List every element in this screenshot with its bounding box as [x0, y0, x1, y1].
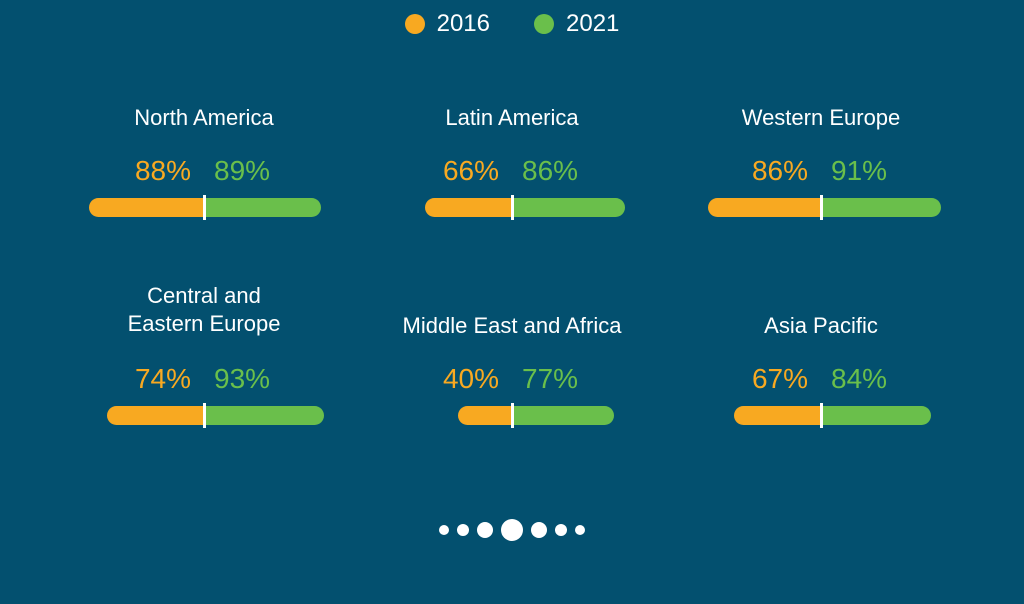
legend-item-2016: 2016 [404, 10, 490, 38]
comparison-bar [425, 195, 625, 220]
percent-labels: 67% 84% [661, 362, 981, 396]
percent-labels: 88% 89% [44, 154, 364, 188]
value-label-2021: 93% [214, 363, 271, 394]
legend-label-2021: 2021 [566, 10, 620, 37]
bar-divider [511, 195, 514, 220]
pager-dot[interactable] [439, 525, 449, 535]
value-label-2021: 91% [831, 155, 888, 186]
bar-2016 [734, 406, 821, 425]
region-name: Middle East and Africa [402, 313, 622, 338]
value-label-2016: 40% [442, 363, 499, 394]
bar-2021 [204, 198, 321, 217]
bar-2021 [821, 406, 931, 425]
carousel-pager [0, 510, 1024, 550]
pager-dot[interactable] [531, 522, 547, 538]
bar-2016 [458, 406, 512, 425]
value-label-2016: 67% [751, 363, 808, 394]
percent-labels: 40% 77% [352, 362, 672, 396]
percent-labels: 86% 91% [661, 154, 981, 188]
region-name: Latin America [445, 105, 579, 130]
value-label-2016: 88% [134, 155, 191, 186]
region-name: Western Europe [741, 105, 901, 130]
bar-2016 [89, 198, 204, 217]
region-panel: Central and Eastern Europe 74% 93% [44, 283, 364, 448]
bar-divider [203, 403, 206, 428]
region-panel: Asia Pacific 67% 84% [661, 308, 981, 448]
comparison-bar [458, 403, 614, 428]
region-name: Asia Pacific [764, 313, 878, 338]
value-label-2021: 84% [831, 363, 888, 394]
pager-dot[interactable] [555, 524, 567, 536]
value-label-2016: 74% [134, 363, 191, 394]
comparison-bar [89, 195, 321, 220]
region-panel: Western Europe 86% 91% [661, 100, 981, 240]
bar-divider [820, 195, 823, 220]
region-panel: Middle East and Africa 40% 77% [352, 308, 672, 448]
bar-2016 [708, 198, 821, 217]
legend-label-2016: 2016 [436, 10, 490, 37]
pager-dot-active[interactable] [501, 519, 523, 541]
comparison-bar [107, 403, 324, 428]
bar-divider [203, 195, 206, 220]
pager-dot[interactable] [575, 525, 585, 535]
value-label-2016: 86% [751, 155, 808, 186]
bar-2016 [425, 198, 512, 217]
region-panel: North America 88% 89% [44, 100, 364, 240]
bar-2021 [512, 198, 625, 217]
legend-item-2021: 2021 [534, 10, 619, 38]
pager-dot[interactable] [477, 522, 493, 538]
bar-2021 [204, 406, 324, 425]
chart-legend: 2016 2021 [0, 8, 1024, 40]
bar-divider [820, 403, 823, 428]
comparison-bar [708, 195, 941, 220]
region-name: North America [134, 105, 274, 130]
bar-divider [511, 403, 514, 428]
pager-dot[interactable] [457, 524, 469, 536]
bar-2021 [512, 406, 614, 425]
value-label-2021: 77% [522, 363, 579, 394]
legend-swatch-2016 [404, 14, 425, 34]
region-name: Central and Eastern Europe [127, 283, 281, 336]
bar-2021 [821, 198, 941, 217]
region-panel: Latin America 66% 86% [352, 100, 672, 240]
value-label-2021: 89% [214, 155, 271, 186]
value-label-2021: 86% [522, 155, 579, 186]
comparison-bar [734, 403, 931, 428]
value-label-2016: 66% [442, 155, 499, 186]
bar-2016 [107, 406, 204, 425]
percent-labels: 66% 86% [352, 154, 672, 188]
percent-labels: 74% 93% [44, 362, 364, 396]
legend-swatch-2021 [534, 14, 554, 34]
